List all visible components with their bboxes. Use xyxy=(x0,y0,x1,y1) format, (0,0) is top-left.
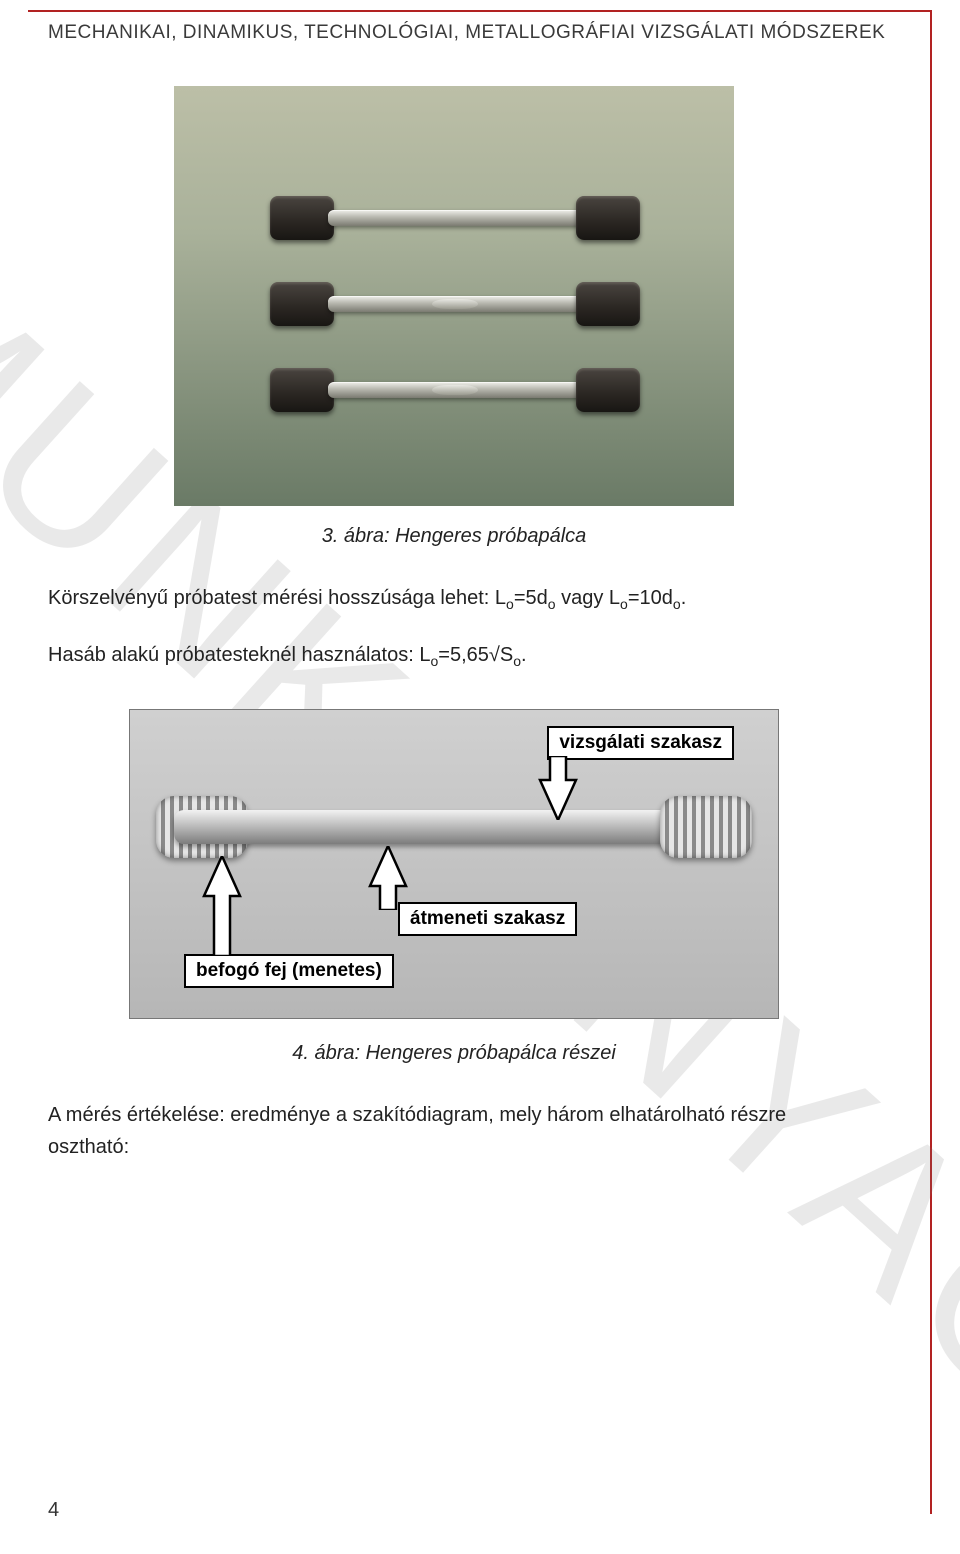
page-content: 3. ábra: Hengeres próbapálca Körszelvény… xyxy=(48,80,860,1163)
figure-1: 3. ábra: Hengeres próbapálca xyxy=(48,86,860,548)
text: . xyxy=(681,587,687,609)
text: Hasáb alakú próbatesteknél használatos: … xyxy=(48,644,430,666)
subscript: o xyxy=(506,596,514,612)
right-rule xyxy=(930,10,932,1514)
paragraph-1: Körszelvényű próbatest mérési hosszúsága… xyxy=(48,582,860,615)
text: Körszelvényű próbatest mérési hosszúsága… xyxy=(48,587,506,609)
specimen-head xyxy=(576,368,640,412)
subscript: o xyxy=(620,596,628,612)
text: . xyxy=(521,644,527,666)
specimen-1 xyxy=(270,196,640,240)
paragraph-3: A mérés értékelése: eredménye a szakítód… xyxy=(48,1099,860,1163)
figure-2: vizsgálati szakasz átmeneti szakasz befo… xyxy=(48,709,860,1065)
threaded-head-right xyxy=(660,796,752,858)
page-header: MECHANIKAI, DINAMIKUS, TECHNOLÓGIAI, MET… xyxy=(48,22,912,44)
label-befogo-fej: befogó fej (menetes) xyxy=(184,954,394,988)
label-atmeneti-szakasz: átmeneti szakasz xyxy=(398,902,577,936)
specimen-neck xyxy=(432,385,478,395)
specimen-head xyxy=(270,368,334,412)
figure-2-caption: 4. ábra: Hengeres próbapálca részei xyxy=(48,1042,860,1065)
text: vagy L xyxy=(556,587,620,609)
specimen-head xyxy=(270,282,334,326)
specimen-head xyxy=(576,196,640,240)
specimen-2 xyxy=(270,282,640,326)
figure-1-caption: 3. ábra: Hengeres próbapálca xyxy=(48,525,860,548)
page-number: 4 xyxy=(48,1499,59,1522)
specimen-head xyxy=(270,196,334,240)
specimen-shaft xyxy=(328,210,582,226)
specimen-tube xyxy=(174,810,734,844)
top-rule xyxy=(28,10,932,12)
label-vizsgalati-szakasz: vizsgálati szakasz xyxy=(547,726,734,760)
text: =5d xyxy=(514,587,548,609)
figure-1-image xyxy=(174,86,734,506)
specimen-3 xyxy=(270,368,640,412)
arrow-icon xyxy=(536,756,580,820)
specimen-neck xyxy=(432,299,478,309)
specimen-head xyxy=(576,282,640,326)
text: =5,65√S xyxy=(438,644,513,666)
paragraph-2: Hasáb alakú próbatesteknél használatos: … xyxy=(48,639,860,672)
subscript: o xyxy=(548,596,556,612)
text: =10d xyxy=(628,587,673,609)
figure-2-image: vizsgálati szakasz átmeneti szakasz befo… xyxy=(129,709,779,1019)
subscript: o xyxy=(513,653,521,669)
subscript: o xyxy=(673,596,681,612)
arrow-icon xyxy=(200,856,244,956)
arrow-icon xyxy=(366,846,410,910)
